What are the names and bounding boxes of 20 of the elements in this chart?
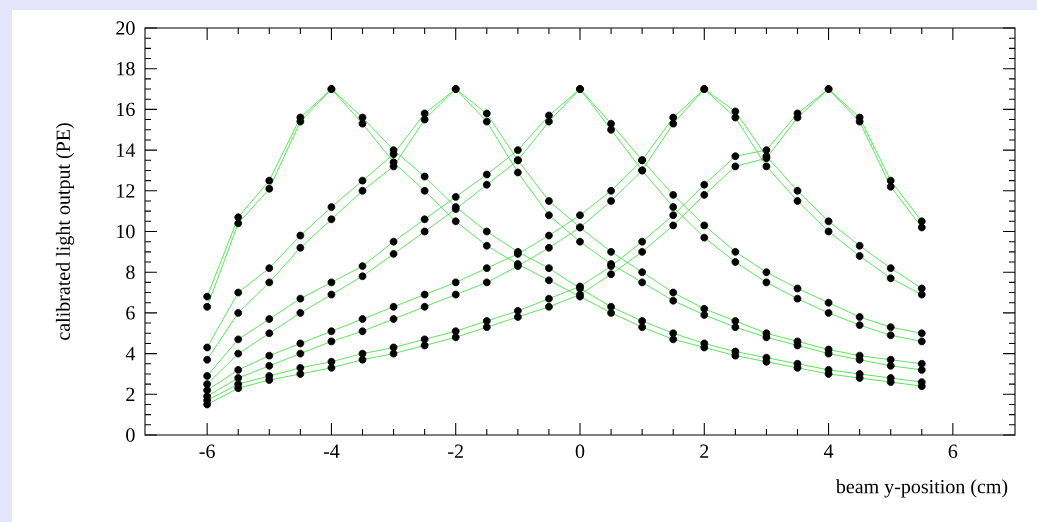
x-tick-label: -2 <box>448 444 463 458</box>
y-axis-title: calibrated light output (PE) <box>55 123 75 340</box>
x-tick-label: -6 <box>199 444 215 459</box>
x-axis-title: beam y-position (cm) <box>835 479 1008 498</box>
y-tick-label: 2 <box>126 387 135 401</box>
x-tick-label: 0 <box>575 444 585 459</box>
y-tick-label: 20 <box>116 21 135 35</box>
y-tick-label: 8 <box>126 265 135 279</box>
y-tick-label: 4 <box>125 347 136 361</box>
y-tick-label: 14 <box>117 143 136 157</box>
y-tick-label: 16 <box>117 102 135 117</box>
y-tick-label: 12 <box>117 184 135 198</box>
x-tick-label: 6 <box>948 444 958 459</box>
y-tick-label: 18 <box>117 61 135 76</box>
y-tick-label: 6 <box>126 306 135 320</box>
y-tick-label: 10 <box>117 224 135 239</box>
y-tick-label: 0 <box>126 428 135 442</box>
x-tick-label: 4 <box>823 444 834 458</box>
x-tick-label: -4 <box>323 444 340 458</box>
x-tick-label: 2 <box>700 444 709 458</box>
